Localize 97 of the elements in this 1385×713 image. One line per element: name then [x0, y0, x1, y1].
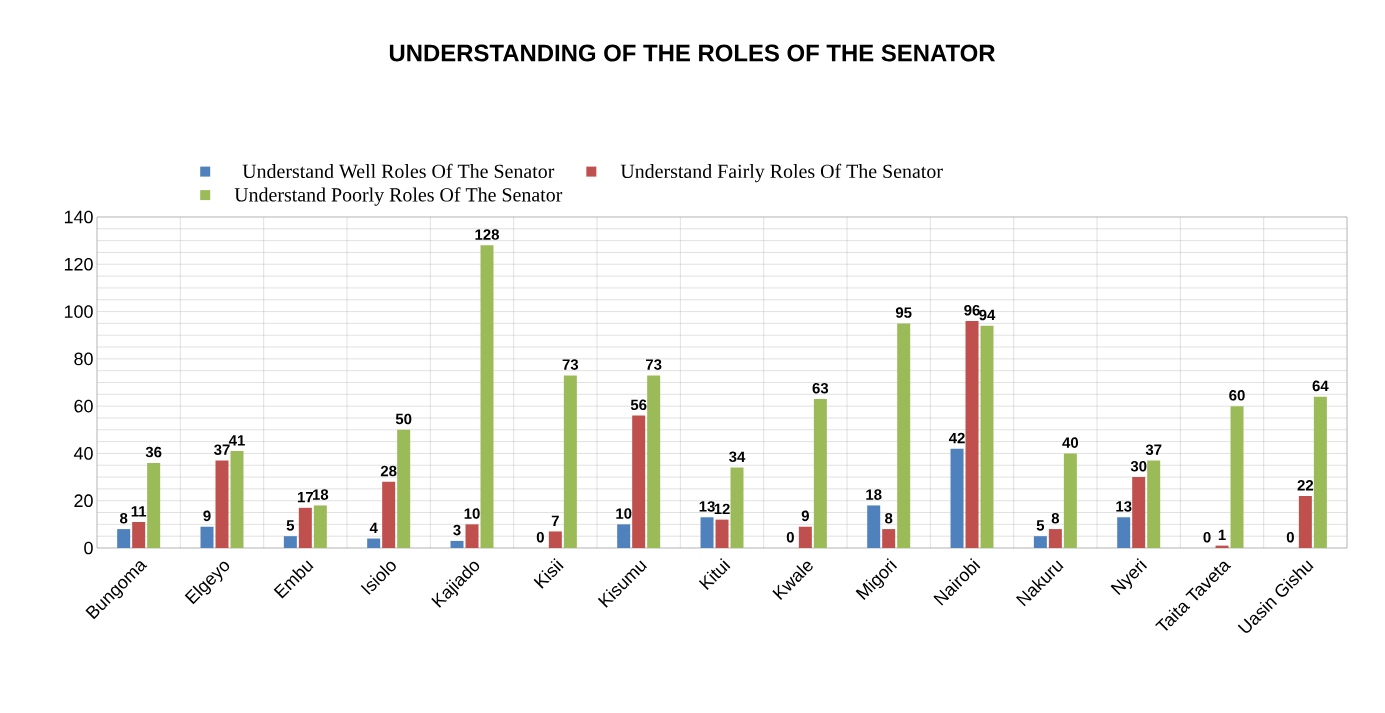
legend-label: Understand Well Roles Of The Senator	[242, 163, 555, 179]
bar	[897, 323, 911, 548]
bar	[617, 524, 631, 548]
bar	[465, 524, 479, 548]
bar	[715, 519, 729, 548]
data-label: 42	[948, 432, 965, 444]
data-label: 13	[1116, 501, 1132, 512]
data-label: 94	[979, 309, 996, 321]
bar	[700, 517, 714, 548]
data-label: 18	[312, 489, 329, 500]
data-label: 8	[1051, 512, 1060, 524]
data-label: 8	[885, 512, 893, 524]
bar	[730, 467, 744, 548]
bar	[117, 529, 131, 548]
data-label: 1	[1218, 529, 1226, 541]
data-label: 73	[646, 359, 662, 370]
data-label: 63	[812, 382, 829, 394]
data-label: 4	[369, 522, 378, 534]
data-label: 11	[131, 506, 147, 517]
bar	[1230, 406, 1244, 548]
bar	[1313, 396, 1327, 548]
bar	[563, 375, 577, 548]
data-label: 17	[297, 492, 313, 503]
data-label: 9	[203, 510, 211, 522]
data-label: 40	[1062, 437, 1079, 448]
bar	[1048, 529, 1062, 548]
bar	[1132, 477, 1146, 548]
legend-label: Understand Fairly Roles Of The Senator	[620, 163, 943, 183]
bar	[548, 531, 562, 548]
bar	[298, 507, 312, 548]
data-label: 34	[729, 451, 746, 463]
bar	[397, 429, 411, 548]
legend-label: Understand Poorly Roles Of The Senator	[234, 187, 563, 206]
data-label: 22	[1297, 480, 1314, 491]
data-label: 5	[1036, 520, 1045, 531]
data-label: 0	[536, 531, 544, 543]
data-label: 10	[464, 508, 480, 519]
data-label: 64	[1312, 380, 1329, 392]
bar	[867, 505, 881, 548]
data-label: 128	[475, 229, 499, 240]
data-label: 7	[551, 515, 559, 526]
data-label: 12	[714, 503, 730, 515]
data-label: 60	[1229, 390, 1245, 401]
bar	[200, 526, 214, 548]
data-label: 95	[895, 307, 912, 318]
data-label: 0	[786, 531, 794, 543]
data-label: 37	[214, 444, 230, 455]
bar	[632, 415, 646, 548]
y-tick-label: 60	[74, 399, 93, 413]
data-label: 10	[616, 508, 632, 519]
bar	[230, 451, 244, 548]
bar	[1117, 517, 1131, 548]
bar	[382, 481, 396, 548]
data-label: 50	[395, 413, 412, 425]
bar	[1063, 453, 1077, 548]
bar	[215, 460, 229, 548]
y-tick-label: 120	[64, 257, 93, 271]
data-label: 56	[630, 399, 647, 411]
bar	[813, 399, 827, 548]
y-tick-label: 0	[84, 541, 93, 555]
data-label: 13	[699, 501, 715, 512]
bar	[1033, 536, 1047, 548]
data-label: 9	[801, 510, 809, 522]
chart-title: UNDERSTANDING OF THE ROLES OF THE SENATOR	[389, 44, 996, 62]
bar	[882, 529, 896, 548]
y-tick-label: 80	[74, 352, 93, 366]
bar	[450, 540, 464, 548]
data-label: 28	[380, 465, 397, 477]
data-label: 3	[453, 524, 461, 536]
bar	[980, 325, 994, 548]
bar	[1298, 495, 1312, 548]
bar	[283, 536, 297, 548]
bar	[1147, 460, 1161, 548]
bar	[147, 462, 161, 548]
bar	[647, 375, 661, 548]
bar	[313, 505, 327, 548]
y-tick-label: 20	[74, 494, 93, 508]
data-label: 30	[1130, 460, 1147, 472]
bar	[480, 245, 494, 548]
bar	[965, 321, 979, 548]
data-label: 36	[145, 446, 162, 458]
data-label: 0	[1203, 531, 1211, 543]
data-label: 73	[562, 359, 579, 370]
data-label: 41	[228, 435, 245, 446]
data-label: 18	[866, 489, 882, 500]
bar	[367, 538, 381, 548]
bar	[798, 526, 812, 548]
data-label: 8	[119, 512, 128, 524]
y-tick-label: 140	[64, 210, 93, 224]
bar	[132, 521, 146, 548]
y-tick-label: 40	[73, 447, 93, 460]
y-tick-label: 100	[64, 305, 93, 318]
data-label: 37	[1145, 444, 1162, 455]
data-label: 5	[286, 520, 295, 531]
bar	[950, 448, 964, 548]
data-label: 96	[964, 304, 980, 316]
data-label: 0	[1286, 531, 1294, 543]
